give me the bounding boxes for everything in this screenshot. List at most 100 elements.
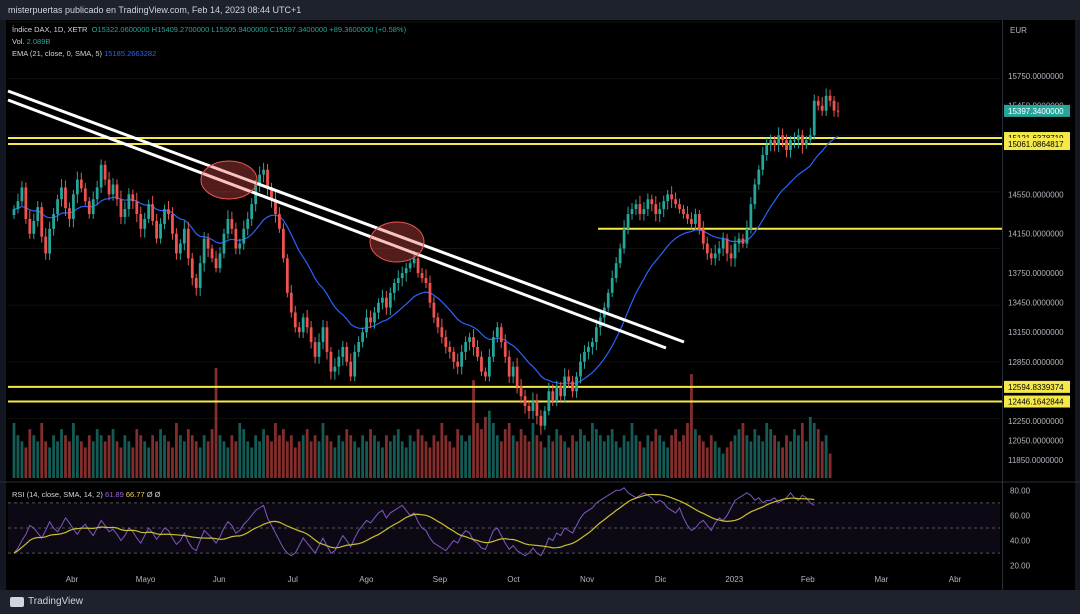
legend-rsi-value: 61.89 bbox=[104, 490, 124, 499]
rsi-tick-label: 40.00 bbox=[1010, 537, 1031, 546]
candle bbox=[226, 218, 230, 234]
volume-bar bbox=[777, 441, 780, 478]
candle bbox=[765, 145, 769, 155]
volume-bar bbox=[353, 441, 357, 478]
volume-bar bbox=[670, 435, 674, 478]
candle bbox=[420, 273, 424, 279]
volume-bar bbox=[242, 429, 246, 478]
volume-bar bbox=[539, 441, 543, 478]
volume-bar bbox=[222, 441, 226, 478]
volume-bar bbox=[392, 435, 396, 478]
y-tick-label: 11850.0000000 bbox=[1008, 456, 1064, 465]
candle bbox=[198, 263, 202, 288]
volume-bar bbox=[12, 423, 16, 478]
volume-bar bbox=[329, 441, 333, 478]
ema-line bbox=[13, 135, 839, 385]
volume-bar bbox=[713, 441, 717, 478]
candle bbox=[543, 410, 547, 426]
publish-header: misterpuertas publicado en TradingView.c… bbox=[0, 0, 1080, 20]
volume-bar bbox=[234, 441, 238, 478]
volume-bar bbox=[480, 429, 483, 478]
volume-bar bbox=[337, 435, 341, 478]
y-tick-label: 13150.0000000 bbox=[1008, 328, 1064, 337]
volume-bar bbox=[317, 441, 321, 478]
volume-bar bbox=[365, 441, 368, 478]
volume-bar bbox=[194, 441, 198, 478]
candle bbox=[464, 342, 468, 352]
candle bbox=[60, 187, 63, 200]
price-tag bbox=[1004, 104, 1070, 117]
volume-bar bbox=[579, 429, 582, 478]
volume-bar bbox=[797, 435, 800, 478]
volume-bar bbox=[115, 441, 119, 478]
candles bbox=[12, 88, 840, 435]
volume-bar bbox=[812, 423, 816, 478]
volume-bar bbox=[48, 447, 52, 478]
candle bbox=[753, 184, 757, 205]
volume-bar bbox=[147, 447, 151, 478]
volume-bar bbox=[139, 435, 143, 478]
candle bbox=[816, 100, 820, 106]
candle bbox=[131, 194, 135, 202]
candle bbox=[666, 194, 670, 202]
candle bbox=[551, 391, 555, 402]
candle bbox=[741, 238, 745, 244]
candle bbox=[48, 228, 52, 254]
candle bbox=[258, 174, 261, 185]
candle bbox=[499, 327, 503, 343]
volume-bar bbox=[262, 429, 265, 478]
volume-bar bbox=[828, 453, 832, 478]
candle bbox=[583, 351, 586, 362]
volume-bar bbox=[583, 435, 586, 478]
volume-bar bbox=[785, 435, 788, 478]
candle bbox=[321, 327, 325, 343]
candle bbox=[436, 317, 440, 328]
candle bbox=[404, 268, 408, 274]
candle bbox=[713, 253, 717, 259]
x-tick-label: Jul bbox=[288, 575, 298, 584]
candle bbox=[381, 297, 384, 303]
candle bbox=[832, 100, 836, 111]
candle bbox=[293, 312, 297, 328]
candle bbox=[412, 258, 416, 264]
candle bbox=[155, 220, 158, 239]
volume-bar bbox=[404, 447, 408, 478]
candle bbox=[36, 207, 40, 221]
candle bbox=[733, 243, 737, 259]
volume-bar bbox=[654, 429, 658, 478]
x-tick-label: Sep bbox=[433, 575, 448, 584]
y-tick-label: 12050.0000000 bbox=[1008, 437, 1064, 446]
volume-bar bbox=[388, 441, 392, 478]
highlight-ellipse-ago bbox=[369, 221, 425, 263]
candle bbox=[812, 100, 816, 136]
candle bbox=[214, 258, 218, 269]
volume-bar bbox=[602, 441, 606, 478]
volume-bar bbox=[333, 447, 337, 478]
volume-bar bbox=[460, 435, 464, 478]
candle bbox=[16, 201, 20, 210]
volume-bar bbox=[52, 435, 55, 478]
volume-bar bbox=[408, 435, 412, 478]
candle bbox=[444, 337, 448, 347]
volume-bar bbox=[206, 441, 210, 478]
candle bbox=[79, 179, 83, 189]
candle bbox=[634, 204, 638, 210]
volume-bar bbox=[484, 416, 487, 478]
candle bbox=[143, 218, 147, 229]
trendline-upper bbox=[7, 89, 685, 344]
candle bbox=[52, 214, 55, 229]
volume-bar bbox=[278, 435, 281, 478]
candle bbox=[99, 164, 103, 188]
footer-bar bbox=[0, 590, 1080, 614]
candle bbox=[670, 194, 674, 200]
volume-bar bbox=[182, 441, 186, 478]
volume-bar bbox=[737, 429, 741, 478]
candle bbox=[567, 376, 571, 382]
candle bbox=[808, 135, 812, 141]
volume-bar bbox=[488, 410, 491, 478]
volume-bar bbox=[341, 441, 345, 478]
candle bbox=[68, 208, 71, 219]
candle bbox=[658, 209, 662, 215]
candle bbox=[630, 209, 634, 215]
